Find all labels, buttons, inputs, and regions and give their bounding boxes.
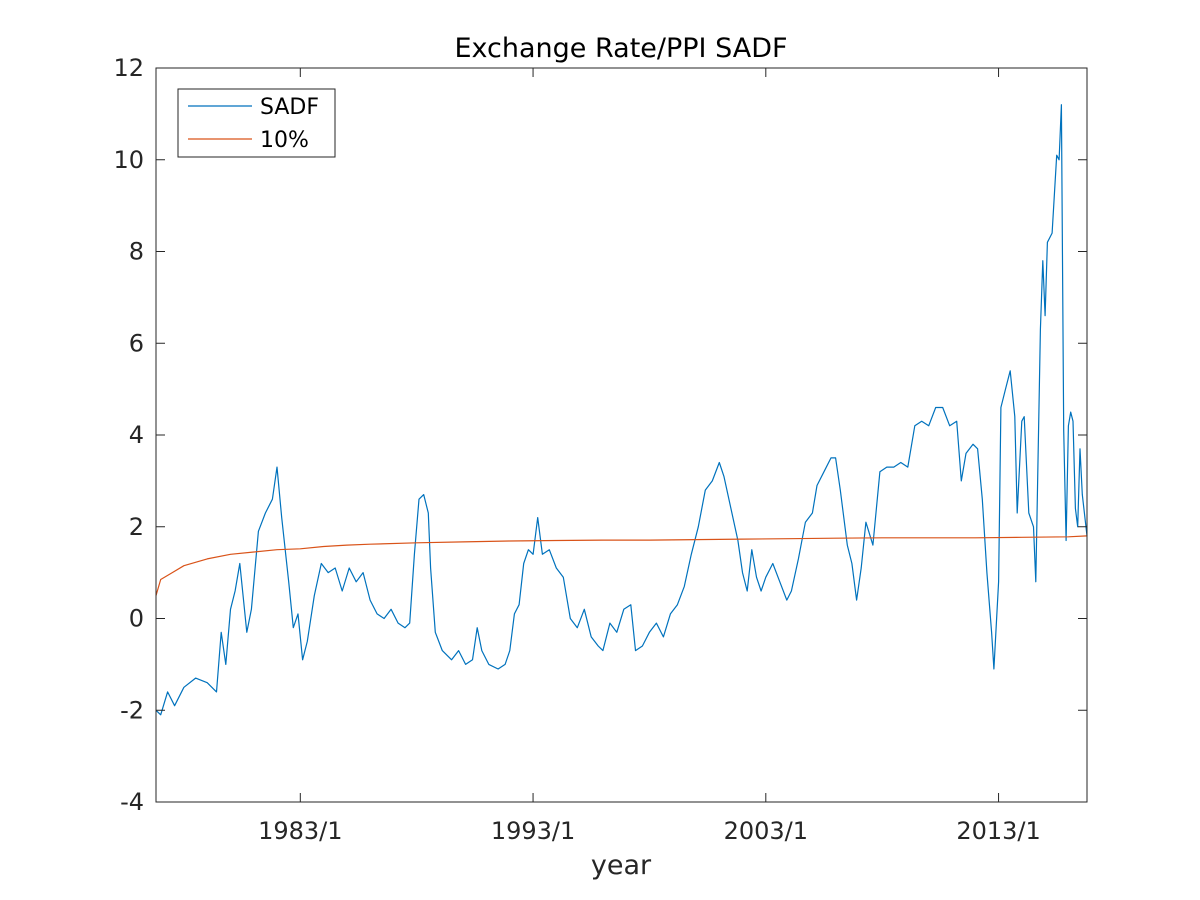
- y-tick-label: 6: [129, 329, 144, 357]
- plot-area: [156, 68, 1087, 802]
- legend-label-sadf: SADF: [260, 95, 319, 120]
- series-line-sadf: [155, 104, 1088, 716]
- y-tick-label: 12: [113, 54, 144, 82]
- series-line-10pct: [155, 535, 1088, 596]
- legend: SADF 10%: [177, 88, 336, 158]
- chart-title: Exchange Rate/PPI SADF: [454, 33, 787, 64]
- axis-layer: -4 -2 0 2 4 6 8 10 12 1983/1 1993/1 2003/1 2013/1: [113, 54, 1087, 845]
- y-tick-label: 0: [129, 605, 144, 633]
- x-tick-label: 1983/1: [258, 817, 342, 845]
- y-tick-label: -4: [120, 788, 144, 816]
- y-tick-label: -2: [120, 696, 144, 724]
- series-layer: [155, 104, 1088, 716]
- x-tick-label: 2013/1: [956, 817, 1040, 845]
- x-axis-label: year: [591, 850, 652, 881]
- x-tick-label: 2003/1: [724, 817, 808, 845]
- y-tick-label: 4: [129, 421, 144, 449]
- y-tick-label: 10: [113, 146, 144, 174]
- legend-label-10pct: 10%: [260, 128, 309, 153]
- y-tick-label: 2: [129, 513, 144, 541]
- x-tick-label: 1993/1: [491, 817, 575, 845]
- y-tick-label: 8: [129, 238, 144, 266]
- legend-box: [177, 88, 336, 158]
